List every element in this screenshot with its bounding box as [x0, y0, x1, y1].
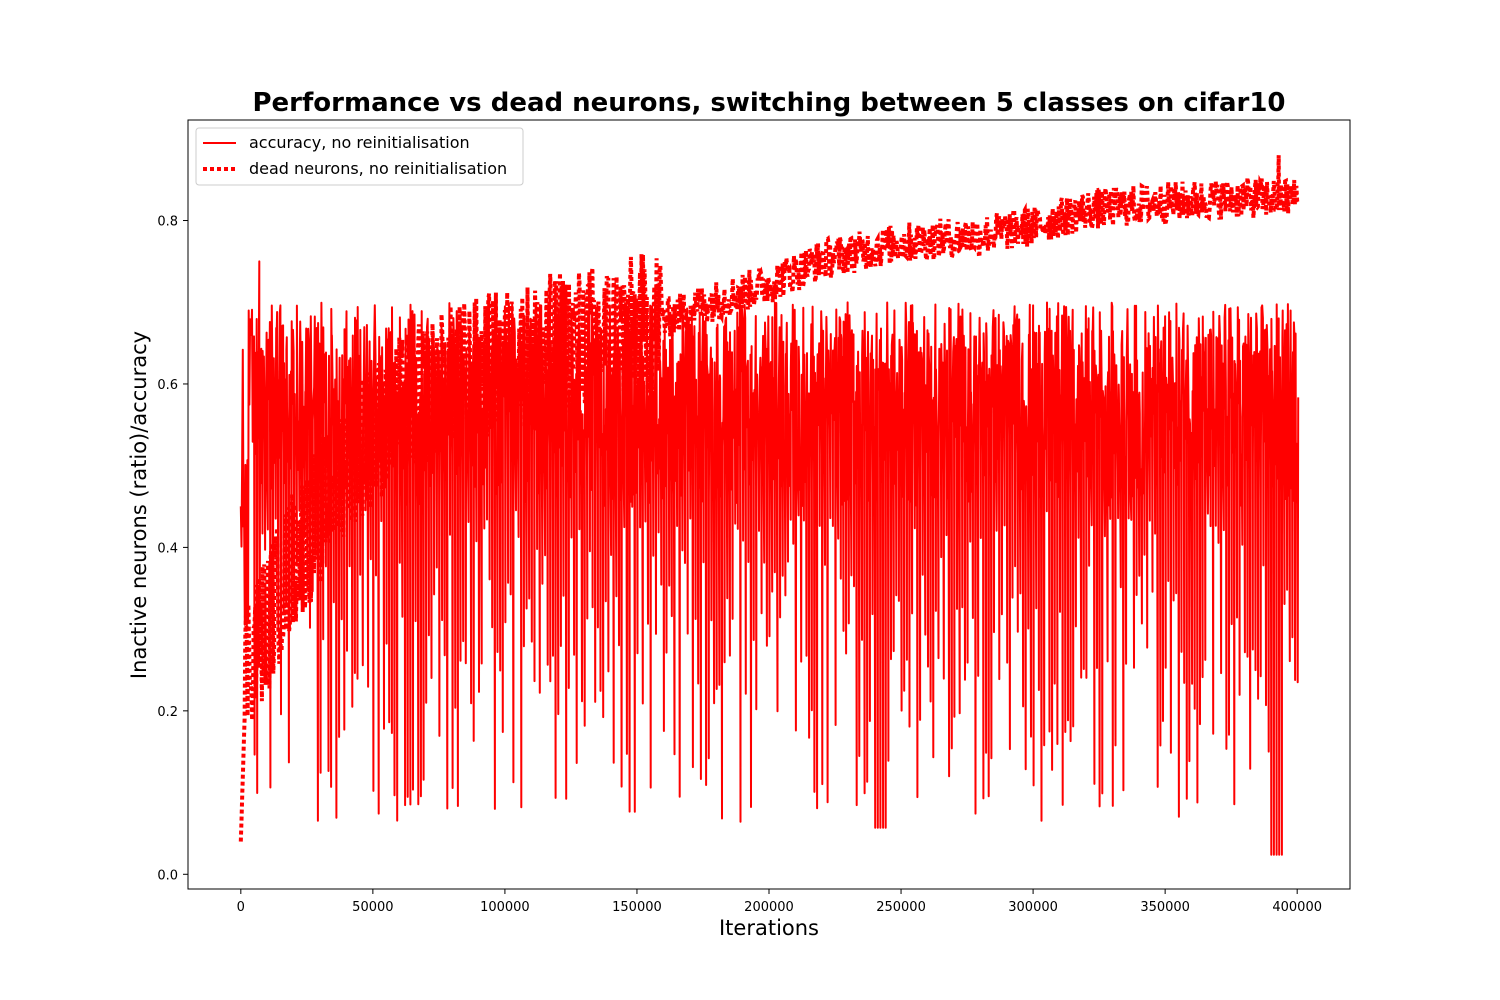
accuracy-line	[239, 260, 1300, 856]
y-axis-label: Inactive neurons (ratio)/accuracy	[127, 331, 151, 679]
x-tick-label: 300000	[1008, 900, 1058, 915]
legend: accuracy, no reinitialisation dead neuro…	[195, 127, 524, 186]
x-tick-label: 200000	[744, 900, 794, 915]
dead-neurons-line	[238, 155, 1300, 842]
legend-entry-dead-neurons: dead neurons, no reinitialisation	[249, 159, 507, 178]
x-tick-label: 150000	[612, 900, 662, 915]
y-axis: 0.0 0.2 0.4 0.6 0.8	[157, 215, 188, 883]
x-axis: 0 50000 100000 150000 200000 250000 300000 3500…	[237, 889, 1322, 915]
y-tick-label: 0.0	[157, 868, 178, 883]
x-tick-label: 400000	[1272, 900, 1322, 915]
y-tick-label: 0.2	[157, 705, 178, 720]
legend-entry-accuracy: accuracy, no reinitialisation	[249, 133, 470, 152]
y-tick-label: 0.6	[157, 378, 178, 393]
x-tick-label: 0	[237, 900, 245, 915]
legend-box	[195, 127, 524, 186]
chart-title: Performance vs dead neurons, switching b…	[252, 88, 1285, 118]
accuracy-series-line	[239, 260, 1300, 856]
x-axis-label: Iterations	[719, 916, 819, 940]
x-tick-label: 50000	[352, 900, 393, 915]
x-tick-label: 350000	[1140, 900, 1190, 915]
x-tick-label: 100000	[480, 900, 530, 915]
dead-neurons-series-line	[238, 155, 1300, 842]
y-tick-label: 0.4	[157, 541, 178, 556]
x-tick-label: 250000	[876, 900, 926, 915]
y-tick-label: 0.8	[157, 215, 178, 230]
